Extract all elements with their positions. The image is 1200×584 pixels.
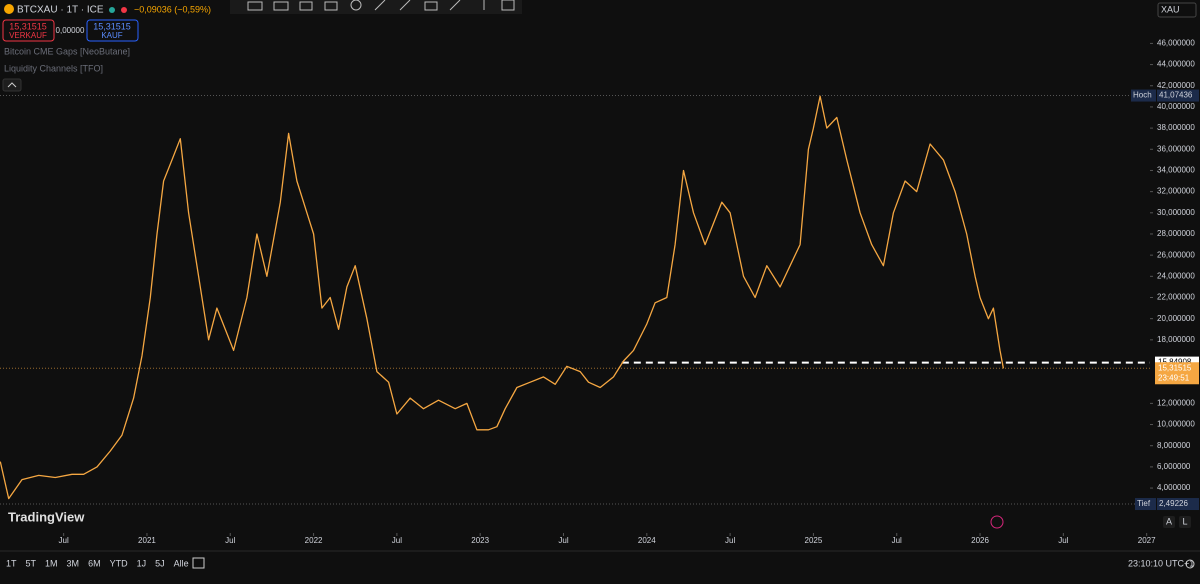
brand: TradingView [8,509,85,524]
buy-button[interactable] [86,19,139,42]
x-tick-label: 2026 [971,536,989,545]
y-tick-label: 4,000000 [1157,483,1191,492]
low-name-box [1135,498,1156,511]
x-tick-label: Jul [392,536,402,545]
x-tick-label: Jul [892,536,902,545]
timeframe-button[interactable]: 1J [137,558,147,568]
currency-button[interactable] [1157,2,1197,18]
tool-icon[interactable] [273,1,289,11]
x-tick-label: 2022 [305,536,323,545]
countdown: 23:49:51 [1158,373,1190,382]
tool-icon[interactable] [350,0,362,11]
timeframe-button[interactable]: 5T [26,558,37,568]
timeframe-button[interactable]: 1M [45,558,58,568]
price-line [0,95,1005,500]
collapse-icon [7,82,17,88]
y-tick-label: 24,000000 [1157,271,1195,280]
last-price-box [1155,362,1199,385]
high-name-box [1131,89,1156,102]
timeframe-button[interactable]: 5J [155,558,165,568]
tool-icon[interactable] [247,1,263,11]
y-tick-label: 30,000000 [1157,208,1195,217]
y-tick-label: 18,000000 [1157,335,1195,344]
y-tick-label: 46,000000 [1157,39,1195,48]
y-tick-label: 6,000000 [1157,462,1191,471]
collapse-button[interactable] [2,78,22,92]
timeframe-button[interactable]: 3M [67,558,80,568]
y-tick-label: 12,000000 [1157,398,1195,407]
tool-icon[interactable] [399,0,411,11]
y-tick-label: 28,000000 [1157,229,1195,238]
y-tick-label: 40,000000 [1157,102,1195,111]
y-tick-label: 32,000000 [1157,187,1195,196]
last-price-label: 15,31515 [1158,363,1192,372]
y-tick-label: 26,000000 [1157,250,1195,259]
log-scale-button[interactable] [1179,516,1191,528]
tool-icon[interactable] [449,0,461,11]
y-tick-label: 10,000000 [1157,420,1195,429]
x-tick-label: 2025 [805,536,823,545]
drawing-toolbar [230,0,522,14]
spread: 0,00000 [56,26,85,35]
tool-icon[interactable] [424,1,438,11]
tool-icon[interactable] [501,0,515,11]
sell-price: 15,31515 [9,21,47,31]
y-tick-label: 42,000000 [1157,81,1195,90]
tool-icon[interactable] [324,1,338,11]
x-tick-label: 2023 [471,536,489,545]
high-name: Hoch [1133,91,1152,100]
y-tick-label: 22,000000 [1157,293,1195,302]
y-tick-label: 38,000000 [1157,123,1195,132]
change: −0,09036 (−0,59%) [134,4,211,14]
tool-icon[interactable] [299,1,313,11]
y-tick-label: 44,000000 [1157,60,1195,69]
low-label: 2,49226 [1159,499,1188,508]
sell-button[interactable] [2,19,55,42]
low-name: Tief [1137,499,1151,508]
y-tick-label: 8,000000 [1157,441,1191,450]
x-tick-label: Jul [1058,536,1068,545]
x-tick-label: Jul [225,536,235,545]
calendar-icon[interactable] [192,557,205,569]
auto-scale-button[interactable] [1163,516,1175,528]
timeframe-button[interactable]: 1T [6,558,17,568]
scale-button-label: A [1166,516,1172,526]
high-box [1157,89,1199,102]
low-box [1157,498,1199,511]
buy-label: KAUF [101,31,122,40]
timeframe-button[interactable]: Alle [174,558,189,568]
clock: 23:10:10 UTC+1 [1128,558,1194,568]
chart: 4,000000 6,000000 8,000000 10,000000 12,0000… [0,39,1199,545]
sell-label: VERKAUF [9,31,47,40]
x-tick-label: 2024 [638,536,656,545]
x-tick-label: Jul [59,536,69,545]
status-dot [109,7,115,13]
symbol-icon [4,4,14,14]
x-tick-label: 2027 [1138,536,1156,545]
level-label: 15,84908 [1158,358,1192,367]
timeframe-button[interactable]: 6M [88,558,101,568]
timeframe-button[interactable]: YTD [110,558,129,568]
status-dot [121,7,127,13]
tool-icon[interactable] [374,0,386,11]
indicator[interactable]: Liquidity Channels [TFO] [4,63,103,73]
indicator[interactable]: Bitcoin CME Gaps [NeoButane] [4,46,130,56]
x-tick-label: 2021 [138,536,156,545]
settings-icon[interactable] [1185,559,1195,569]
buy-price: 15,31515 [93,21,131,31]
symbol[interactable]: BTCXAU · 1T · ICE [17,5,104,16]
x-tick-label: Jul [725,536,735,545]
y-tick-label: 34,000000 [1157,166,1195,175]
high-label: 41,07436 [1159,91,1193,100]
scale-button-label: L [1182,516,1187,526]
timeframes: 1T 5T 1M 3M 6M YTD 1J 5J Alle [6,558,189,568]
y-tick-label: 36,000000 [1157,144,1195,153]
x-tick-label: Jul [558,536,568,545]
currency: XAU [1161,4,1180,14]
alert-icon[interactable] [990,515,1004,529]
y-tick-label: 20,000000 [1157,314,1195,323]
